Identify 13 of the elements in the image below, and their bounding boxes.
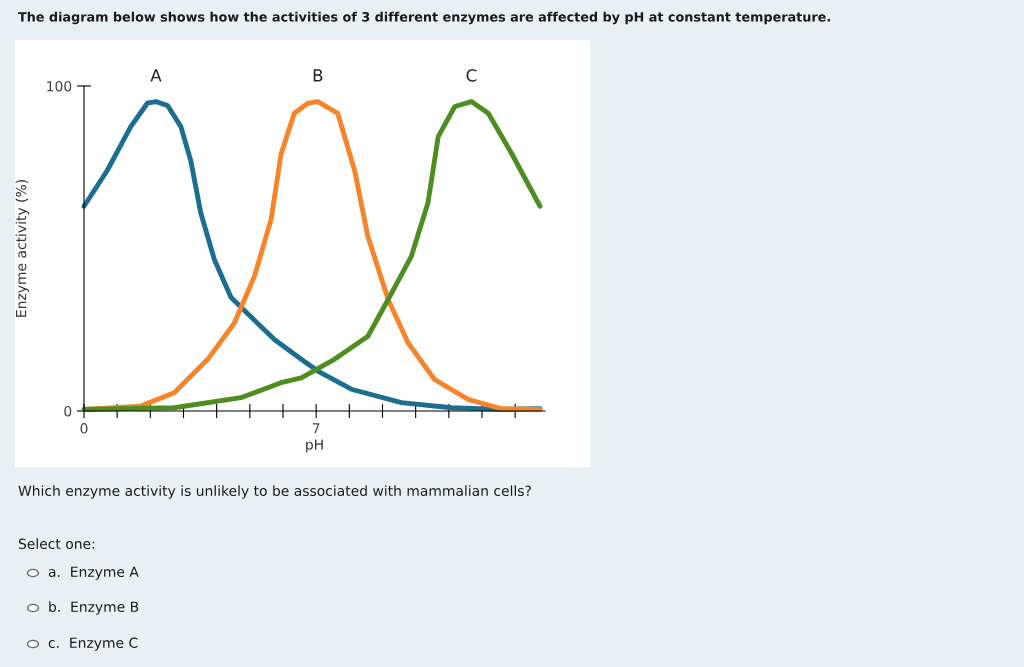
x-axis-title: pH	[306, 439, 323, 453]
text: a. Enzyme A	[48, 566, 139, 580]
text: Select one:	[18, 538, 95, 550]
text: b. Enzyme B	[49, 601, 139, 615]
chart-title: The diagram below shows how the activities of 3 different enzymes are affected by pH at constant temperature.	[18, 11, 830, 25]
series-label: C	[466, 69, 477, 82]
series-label: B	[313, 69, 323, 82]
text: Which enzyme activity is unlikely to be associated with mammalian cells?	[18, 485, 531, 499]
y-tick-label: 100	[47, 80, 72, 92]
text: c. Enzyme C	[48, 637, 138, 651]
series-label: A	[150, 69, 162, 82]
y-axis-title: Enzyme activity (%)	[15, 180, 30, 317]
x-tick-label: 7	[312, 423, 320, 434]
